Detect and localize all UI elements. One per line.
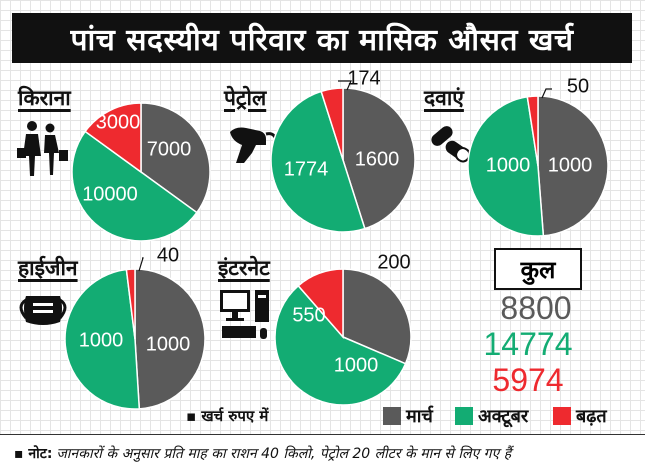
- data-label-1-october: 1774: [284, 158, 329, 180]
- leader-line-3: [138, 257, 144, 272]
- slice-2-march: [537, 95, 609, 237]
- total-heading: कुल: [494, 248, 582, 290]
- legend-label-march: मार्च: [406, 406, 433, 427]
- slice-3-march: [134, 268, 206, 410]
- label-medicine: दवाएं: [424, 86, 464, 110]
- footer-note: ▪ नोट: जानकारों के अनुसार प्रति माह का र…: [0, 434, 645, 471]
- slice-1-march: [342, 87, 416, 230]
- data-label-3-march: 1000: [79, 329, 124, 351]
- slice-1-october: [270, 90, 366, 233]
- slice-3-october: [64, 268, 141, 410]
- data-label-4-october: 1000: [334, 354, 379, 376]
- data-label-2-increase: 50: [567, 75, 589, 97]
- slice-1-increase: [320, 87, 344, 161]
- face-mask-icon: [19, 296, 67, 325]
- legend-swatch-march: [383, 407, 401, 425]
- unit-note: ▪ खर्च रुपए में: [186, 407, 269, 425]
- slice-2-increase: [526, 95, 539, 167]
- data-label-4-march: 550: [292, 304, 325, 326]
- data-label-0-increase: 3000: [96, 111, 141, 133]
- data-label-0-october: 10000: [82, 183, 138, 205]
- slice-0-increase: [84, 102, 142, 174]
- footer-prefix: ▪ नोट:: [14, 445, 53, 462]
- total-march: 8800: [500, 290, 572, 326]
- legend-increase: बढ़त: [553, 404, 607, 428]
- slice-4-march: [342, 268, 412, 365]
- label-grocery: किराना: [18, 86, 71, 110]
- data-label-2-october: 1000: [548, 154, 593, 176]
- data-label-4-increase: 200: [377, 251, 410, 273]
- data-label-1-increase: 174: [347, 67, 380, 89]
- slice-3-increase: [125, 268, 136, 340]
- footer-text: जानकारों के अनुसार प्रति माह का राशन 40 …: [56, 445, 512, 462]
- data-label-2-march: 1000: [486, 154, 531, 176]
- legend-label-october: अक्टूबर: [478, 406, 529, 427]
- computer-icon: [220, 290, 269, 339]
- slice-4-october: [274, 284, 407, 406]
- slice-0-march: [140, 102, 211, 214]
- slice-0-october: [71, 130, 198, 242]
- data-label-0-march: 7000: [147, 138, 192, 160]
- legend-swatch-october: [455, 407, 473, 425]
- slice-4-increase: [297, 268, 344, 339]
- legend-swatch-increase: [553, 407, 571, 425]
- label-hygiene: हाईजीन: [18, 256, 78, 280]
- label-internet: इंटरनेट: [218, 256, 270, 280]
- legend-october: अक्टूबर: [455, 404, 528, 428]
- total-increase: 5974: [492, 362, 564, 398]
- leader-line-2: [541, 88, 552, 99]
- total-october: 14774: [483, 326, 573, 362]
- shopping-family-icon: [17, 121, 68, 176]
- leader-line-1: [338, 80, 352, 91]
- legend-march: मार्च: [383, 404, 433, 428]
- label-petrol: पेट्रोल: [224, 86, 267, 110]
- data-label-3-increase: 40: [157, 244, 179, 266]
- page-title: पांच सदस्यीय परिवार का मासिक औसत खर्च: [12, 13, 632, 63]
- legend-label-increase: बढ़त: [576, 406, 607, 427]
- data-label-1-march: 1600: [355, 148, 400, 170]
- slice-2-october: [467, 95, 545, 237]
- data-label-3-october: 1000: [146, 333, 191, 355]
